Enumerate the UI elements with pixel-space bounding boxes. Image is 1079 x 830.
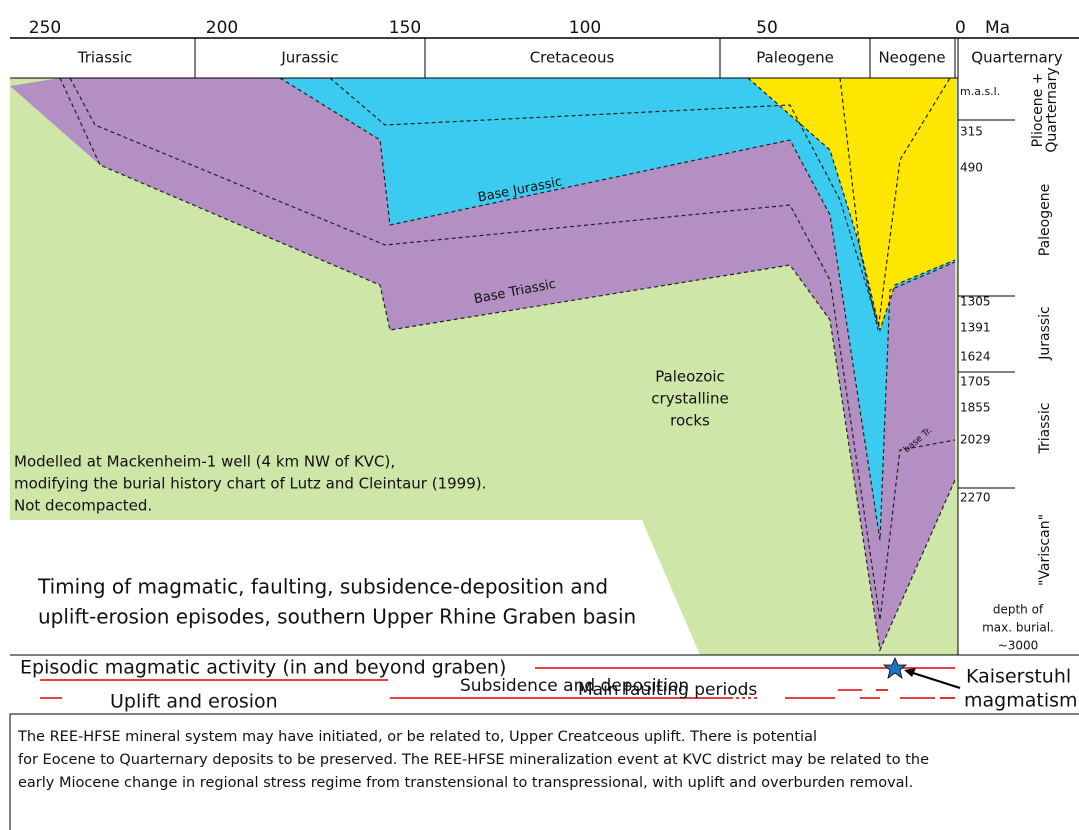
period-label: Cretaceous	[530, 49, 615, 67]
depth-label: 315	[960, 125, 983, 139]
arrow	[910, 672, 960, 688]
diagram-title: Timing of magmatic, faulting, subsidence…	[37, 575, 608, 599]
caption-line: early Miocene change in regional stress …	[18, 775, 913, 791]
time-tick-label: 250	[29, 18, 61, 38]
depth-label: 2270	[960, 491, 991, 505]
depth-note: depth of	[993, 603, 1044, 617]
time-tick-label: 100	[569, 18, 601, 38]
legend-label: magmatism	[964, 690, 1078, 712]
diagram-title: uplift-erosion episodes, southern Upper …	[38, 605, 636, 629]
depth-label: 490	[960, 161, 983, 175]
diagram: 250 200 150 100 50 0 Ma Triassic Jurassic Cretace…	[0, 0, 1079, 830]
period-label: Paleogene	[756, 49, 834, 67]
depth-note: ~3000	[998, 639, 1039, 653]
star-icon	[884, 658, 906, 678]
time-tick-label: 50	[756, 18, 778, 38]
unit-label: Quarternary	[1044, 67, 1060, 152]
unit-label: Triassic	[1037, 403, 1053, 455]
time-unit: Ma	[985, 18, 1010, 38]
depth-label: 1391	[960, 321, 991, 335]
period-label: Quarternary	[971, 49, 1063, 67]
time-tick-label: 200	[206, 18, 238, 38]
model-note: Not decompacted.	[14, 497, 152, 515]
legend-label: Subsidence and deposition	[460, 676, 689, 696]
period-label: Neogene	[878, 49, 945, 67]
unit-label: Paleogene	[1037, 184, 1053, 256]
time-tick-label: 150	[389, 18, 421, 38]
depth-label: 1705	[960, 375, 991, 389]
time-tick-label: 0	[955, 18, 966, 38]
unit-label: "Variscan"	[1037, 514, 1053, 586]
basement-label: crystalline	[651, 390, 728, 408]
depth-label: 1305	[960, 295, 991, 309]
legend-label: Episodic magmatic activity (in and beyon…	[20, 657, 506, 679]
depth-unit: m.a.s.l.	[960, 85, 1000, 98]
legend-label: Uplift and erosion	[110, 691, 278, 713]
basement-label: Paleozoic	[655, 368, 725, 386]
depth-label: 1855	[960, 401, 991, 415]
basement-label: rocks	[670, 412, 710, 430]
period-label: Jurassic	[280, 49, 338, 67]
legend-label: Kaiserstuhl	[966, 666, 1071, 688]
caption-line: The REE-HFSE mineral system may have ini…	[17, 729, 817, 745]
depth-label: 1624	[960, 350, 991, 364]
depth-note: max. burial.	[982, 621, 1054, 635]
model-note: Modelled at Mackenheim-1 well (4 km NW o…	[14, 453, 395, 471]
unit-label: Jurassic	[1037, 306, 1053, 361]
period-label: Triassic	[77, 49, 133, 67]
caption-line: for Eocene to Quarternary deposits to be…	[18, 752, 929, 768]
depth-label: 2029	[960, 433, 991, 447]
model-note: modifying the burial history chart of Lu…	[14, 475, 486, 493]
